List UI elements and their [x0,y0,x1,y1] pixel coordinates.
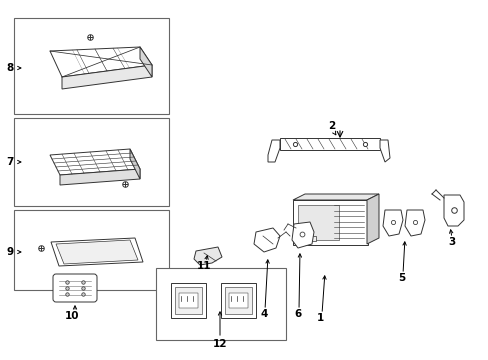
Text: 5: 5 [398,273,405,283]
Text: 9: 9 [6,247,14,257]
Text: 1: 1 [316,313,323,323]
FancyBboxPatch shape [53,274,97,302]
Bar [297,236,315,241]
Polygon shape [253,228,280,252]
Text: 2: 2 [328,121,335,131]
Polygon shape [291,222,313,248]
Bar [175,287,202,314]
Bar [14,118,169,206]
Polygon shape [130,149,140,179]
Bar [292,200,367,245]
Bar [14,210,169,290]
Polygon shape [443,195,463,226]
Polygon shape [379,140,389,162]
Bar [171,283,205,318]
Bar [228,293,247,308]
Text: 7: 7 [6,157,14,167]
Polygon shape [50,47,152,77]
Bar [156,268,285,340]
Polygon shape [62,65,152,89]
Text: 8: 8 [6,63,14,73]
Polygon shape [140,47,152,77]
Polygon shape [51,238,142,266]
Polygon shape [404,210,424,236]
Bar [221,283,256,318]
Bar [280,138,379,150]
Text: 4: 4 [260,309,267,319]
Text: 10: 10 [64,311,79,321]
Polygon shape [382,210,402,236]
Polygon shape [50,149,140,175]
Polygon shape [60,169,140,185]
Polygon shape [56,240,138,264]
Polygon shape [194,247,222,265]
Bar [14,18,169,114]
Bar [224,287,251,314]
Polygon shape [366,194,378,244]
Text: 12: 12 [212,339,227,349]
Polygon shape [292,194,378,200]
Text: 3: 3 [447,237,455,247]
Bar [297,205,339,240]
Text: 11: 11 [196,261,211,271]
Bar [179,293,198,308]
Polygon shape [267,140,280,162]
Text: 6: 6 [294,309,301,319]
